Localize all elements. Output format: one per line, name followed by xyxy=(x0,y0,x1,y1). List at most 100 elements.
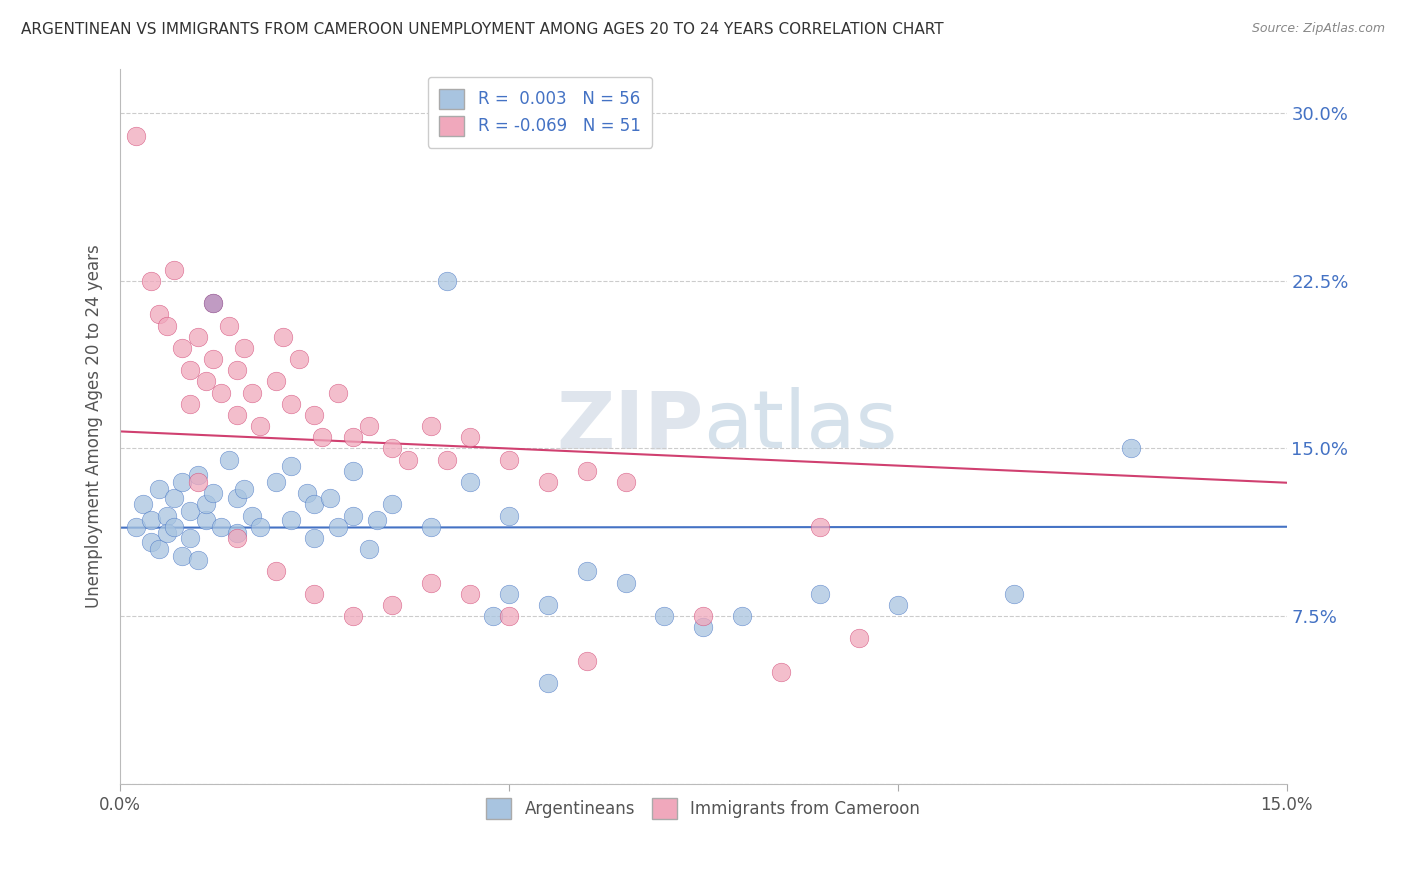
Point xyxy=(202,296,225,310)
Point xyxy=(848,632,870,646)
Point xyxy=(132,497,155,511)
Point xyxy=(202,486,225,500)
Point xyxy=(280,397,302,411)
Point xyxy=(288,352,311,367)
Point xyxy=(326,385,349,400)
Point xyxy=(420,575,443,590)
Point xyxy=(156,508,179,523)
Point xyxy=(770,665,793,679)
Point xyxy=(187,475,209,489)
Point xyxy=(537,475,560,489)
Point xyxy=(654,609,676,624)
Point xyxy=(420,519,443,533)
Y-axis label: Unemployment Among Ages 20 to 24 years: Unemployment Among Ages 20 to 24 years xyxy=(86,244,103,608)
Point xyxy=(148,542,170,557)
Point xyxy=(614,575,637,590)
Point xyxy=(148,307,170,321)
Point xyxy=(575,654,598,668)
Point xyxy=(172,549,194,563)
Point xyxy=(240,508,263,523)
Point xyxy=(156,318,179,333)
Point xyxy=(172,341,194,355)
Point xyxy=(233,482,256,496)
Point xyxy=(342,609,364,624)
Point xyxy=(575,565,598,579)
Point xyxy=(498,452,520,467)
Text: atlas: atlas xyxy=(703,387,897,465)
Point xyxy=(225,408,247,422)
Point xyxy=(179,363,201,377)
Point xyxy=(194,513,217,527)
Point xyxy=(264,565,287,579)
Point xyxy=(179,504,201,518)
Point xyxy=(249,519,271,533)
Point xyxy=(366,513,388,527)
Point xyxy=(342,430,364,444)
Point xyxy=(179,397,201,411)
Point xyxy=(202,296,225,310)
Point xyxy=(163,491,186,505)
Point xyxy=(692,609,714,624)
Point xyxy=(436,452,458,467)
Point xyxy=(304,531,326,545)
Point xyxy=(209,519,232,533)
Point xyxy=(218,318,240,333)
Point xyxy=(731,609,754,624)
Point xyxy=(233,341,256,355)
Point xyxy=(124,128,146,143)
Point xyxy=(1119,442,1142,456)
Point xyxy=(187,329,209,343)
Point xyxy=(218,452,240,467)
Point xyxy=(614,475,637,489)
Point xyxy=(458,430,481,444)
Point xyxy=(319,491,342,505)
Text: ARGENTINEAN VS IMMIGRANTS FROM CAMEROON UNEMPLOYMENT AMONG AGES 20 TO 24 YEARS C: ARGENTINEAN VS IMMIGRANTS FROM CAMEROON … xyxy=(21,22,943,37)
Point xyxy=(156,526,179,541)
Point xyxy=(240,385,263,400)
Point xyxy=(264,375,287,389)
Point xyxy=(886,598,908,612)
Point xyxy=(194,497,217,511)
Point xyxy=(311,430,333,444)
Point xyxy=(1002,587,1025,601)
Point xyxy=(172,475,194,489)
Point xyxy=(458,475,481,489)
Point xyxy=(396,452,419,467)
Point xyxy=(537,598,560,612)
Point xyxy=(498,587,520,601)
Point xyxy=(420,419,443,434)
Point xyxy=(280,459,302,474)
Point xyxy=(194,375,217,389)
Point xyxy=(187,553,209,567)
Point xyxy=(458,587,481,601)
Point xyxy=(342,508,364,523)
Point xyxy=(139,513,162,527)
Point xyxy=(139,274,162,288)
Point xyxy=(148,482,170,496)
Point xyxy=(537,676,560,690)
Point xyxy=(225,526,247,541)
Point xyxy=(271,329,294,343)
Point xyxy=(202,352,225,367)
Point xyxy=(357,542,380,557)
Point xyxy=(264,475,287,489)
Point xyxy=(225,363,247,377)
Point xyxy=(436,274,458,288)
Point xyxy=(498,609,520,624)
Point xyxy=(179,531,201,545)
Point xyxy=(342,464,364,478)
Point xyxy=(295,486,318,500)
Point xyxy=(482,609,505,624)
Point xyxy=(209,385,232,400)
Point xyxy=(280,513,302,527)
Point xyxy=(163,519,186,533)
Point xyxy=(249,419,271,434)
Point xyxy=(498,508,520,523)
Legend: Argentineans, Immigrants from Cameroon: Argentineans, Immigrants from Cameroon xyxy=(479,792,927,825)
Point xyxy=(381,442,404,456)
Point xyxy=(692,620,714,634)
Point xyxy=(225,491,247,505)
Point xyxy=(124,519,146,533)
Point xyxy=(808,587,831,601)
Text: ZIP: ZIP xyxy=(555,387,703,465)
